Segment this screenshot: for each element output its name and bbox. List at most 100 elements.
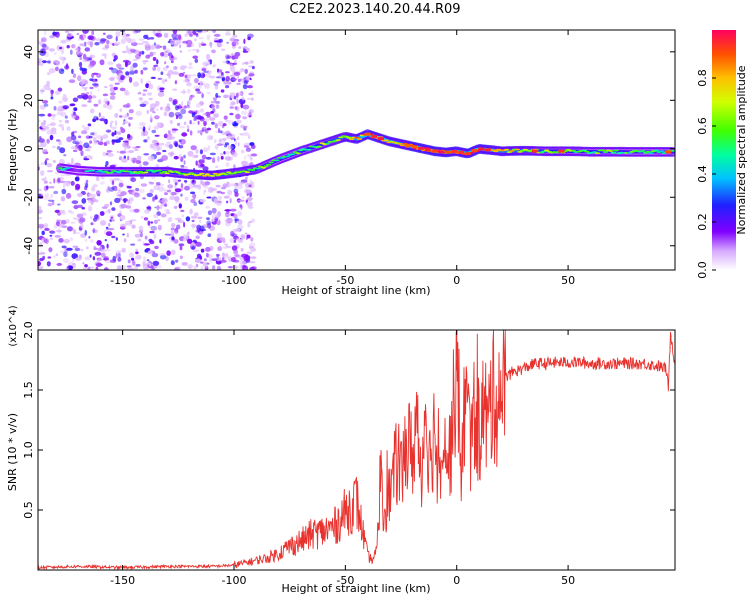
noise-speckle	[115, 252, 118, 259]
noise-speckle	[104, 86, 108, 88]
noise-speckle	[104, 54, 107, 59]
noise-speckle	[59, 209, 66, 214]
noise-speckle	[129, 70, 135, 75]
noise-speckle	[47, 113, 52, 117]
noise-speckle	[77, 135, 82, 139]
ridge-cell	[324, 142, 331, 145]
noise-speckle	[192, 155, 196, 159]
noise-speckle	[249, 192, 253, 198]
noise-speckle	[98, 112, 101, 118]
noise-speckle	[79, 80, 86, 86]
noise-speckle	[123, 155, 127, 160]
noise-speckle	[191, 179, 197, 185]
noise-speckle	[92, 217, 98, 222]
noise-speckle	[168, 189, 172, 194]
ridge-peak-cell	[665, 150, 672, 154]
noise-speckle	[200, 179, 203, 185]
noise-speckle	[218, 42, 223, 48]
noise-speckle	[66, 126, 71, 131]
noise-speckle	[220, 155, 224, 160]
noise-speckle	[115, 250, 123, 253]
noise-speckle	[126, 37, 132, 44]
noise-speckle	[149, 240, 155, 245]
noise-speckle	[152, 30, 157, 35]
noise-speckle	[113, 55, 118, 61]
noise-speckle	[109, 84, 114, 88]
noise-speckle	[46, 72, 51, 76]
noise-speckle	[245, 237, 248, 240]
noise-speckle	[117, 257, 122, 262]
noise-speckle	[233, 249, 239, 255]
noise-speckle	[146, 192, 153, 198]
noise-speckle	[187, 30, 192, 35]
noise-speckle	[186, 44, 192, 48]
noise-speckle	[147, 136, 150, 140]
noise-speckle	[41, 178, 46, 181]
noise-speckle	[201, 92, 204, 99]
noise-speckle	[138, 229, 143, 233]
noise-speckle	[241, 160, 248, 166]
noise-speckle	[146, 92, 153, 96]
noise-speckle	[230, 53, 235, 56]
ridge-cell	[640, 150, 646, 152]
noise-speckle	[147, 155, 155, 161]
noise-speckle	[225, 151, 230, 155]
noise-speckle	[207, 127, 211, 131]
noise-speckle	[125, 60, 132, 66]
noise-speckle	[89, 60, 96, 66]
noise-speckle	[95, 262, 102, 267]
noise-speckle	[215, 104, 220, 109]
noise-speckle	[229, 106, 234, 109]
noise-speckle	[242, 265, 249, 270]
noise-speckle	[225, 75, 230, 82]
noise-speckle	[82, 262, 85, 265]
noise-speckle	[94, 78, 98, 82]
noise-speckle	[128, 76, 133, 83]
noise-speckle	[171, 55, 174, 59]
noise-speckle	[67, 226, 74, 232]
noise-speckle	[215, 165, 219, 168]
noise-speckle	[85, 92, 90, 95]
noise-speckle	[153, 143, 158, 147]
ridge-cell	[346, 136, 352, 139]
noise-speckle	[39, 105, 46, 110]
noise-speckle	[142, 93, 147, 97]
noise-speckle	[62, 182, 66, 189]
noise-speckle	[154, 134, 160, 137]
noise-speckle	[114, 197, 121, 204]
colorbar-ticks: 0.0 0.2 0.4 0.6 0.8	[696, 69, 716, 279]
noise-speckle	[205, 118, 209, 122]
ridge-peak-cell	[404, 143, 411, 147]
noise-speckle	[49, 134, 54, 141]
noise-speckle	[242, 132, 250, 136]
noise-speckle	[246, 234, 251, 239]
noise-speckle	[174, 188, 182, 193]
noise-speckle	[174, 182, 178, 186]
noise-speckle	[106, 150, 111, 154]
noise-speckle	[223, 81, 228, 85]
noise-speckle	[138, 225, 144, 231]
ridge-cell	[103, 170, 109, 173]
noise-speckle	[140, 69, 144, 75]
snr-series-line	[38, 330, 675, 570]
noise-speckle	[134, 30, 141, 33]
noise-speckle	[73, 229, 76, 235]
ridge-cell	[509, 150, 515, 152]
noise-speckle	[50, 93, 53, 97]
noise-speckle	[54, 90, 61, 95]
noise-speckle	[227, 266, 234, 269]
noise-speckle	[94, 41, 100, 46]
noise-speckle	[234, 192, 239, 197]
noise-speckle	[128, 116, 133, 120]
ridge-cell	[156, 169, 162, 172]
noise-speckle	[171, 128, 179, 131]
noise-speckle	[102, 32, 106, 35]
noise-speckle	[83, 126, 90, 131]
noise-speckle	[116, 265, 123, 270]
noise-speckle	[92, 230, 98, 234]
noise-speckle	[130, 243, 136, 246]
noise-speckle	[116, 150, 120, 153]
noise-speckle	[80, 92, 86, 96]
noise-speckle	[78, 225, 83, 232]
noise-speckle	[218, 38, 223, 43]
